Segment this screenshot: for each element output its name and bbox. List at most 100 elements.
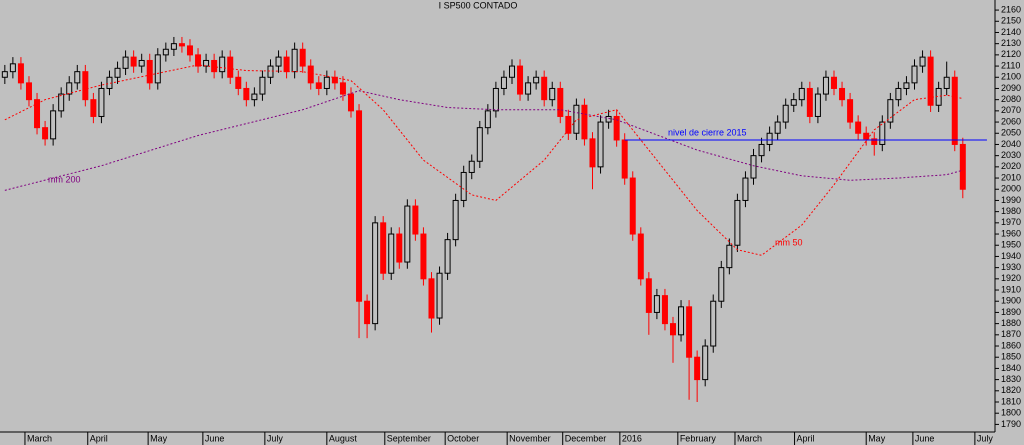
x-tick-label: February: [680, 433, 717, 443]
candle-body: [211, 59, 218, 73]
candle-body: [581, 104, 588, 140]
x-tick-label: April: [90, 433, 108, 443]
candle-body: [66, 82, 73, 95]
candle-body: [74, 71, 81, 84]
candle-body: [25, 82, 32, 101]
x-tick-label: June: [205, 433, 225, 443]
candle-body: [726, 244, 733, 269]
candle-body: [678, 306, 685, 336]
candle-body: [589, 138, 596, 168]
y-tick-label: 1830: [1001, 374, 1021, 384]
candle-body: [500, 76, 507, 89]
y-tick-label: 1900: [1001, 296, 1021, 306]
candle-body: [404, 205, 411, 263]
candle-body: [782, 104, 789, 123]
candle-body: [58, 93, 65, 112]
x-tick-label: December: [565, 433, 607, 443]
x-tick-label: June: [915, 433, 935, 443]
y-tick-label: 1940: [1001, 251, 1021, 261]
candle-body: [750, 155, 757, 179]
candle-body: [597, 121, 604, 168]
candle-body: [839, 87, 846, 101]
y-tick-label: 1800: [1001, 408, 1021, 418]
candle-body: [235, 76, 242, 89]
candle-body: [275, 56, 282, 67]
candle-body: [911, 65, 918, 84]
y-tick-label: 1790: [1001, 419, 1021, 429]
candle-body: [219, 56, 226, 73]
candle-body: [114, 67, 121, 78]
candle-body: [186, 45, 193, 56]
x-tick-label: March: [27, 433, 52, 443]
candle-body: [605, 115, 612, 123]
candle-body: [517, 65, 524, 95]
y-tick-label: 2070: [1001, 105, 1021, 115]
candle-body: [476, 127, 483, 162]
candle-body: [718, 267, 725, 302]
candle-body: [927, 56, 934, 106]
candle-body: [645, 278, 652, 313]
y-tick-label: 1880: [1001, 318, 1021, 328]
candle-body: [621, 139, 628, 179]
moving-average: [4, 64, 963, 256]
y-tick-label: 2120: [1001, 49, 1021, 59]
y-tick-label: 2130: [1001, 38, 1021, 48]
candle-body: [162, 48, 169, 56]
candle-body: [106, 76, 113, 89]
candle-body: [444, 239, 451, 274]
moving-average: [4, 90, 963, 191]
y-tick-label: 2080: [1001, 94, 1021, 104]
candle-body: [138, 59, 145, 67]
candle-body: [742, 177, 749, 201]
candle-body: [492, 87, 499, 112]
candle-body: [943, 76, 950, 89]
x-tick-label: March: [737, 433, 762, 443]
candle-body: [686, 306, 693, 358]
candle-body: [34, 99, 41, 129]
candle-body: [903, 82, 910, 89]
x-tick-label: July: [977, 433, 994, 443]
candle-body: [525, 82, 532, 95]
candle-body: [734, 199, 741, 246]
y-tick-label: 1860: [1001, 340, 1021, 350]
candle-body: [130, 56, 137, 67]
y-tick-label: 1970: [1001, 217, 1021, 227]
candle-body: [661, 295, 668, 325]
candle-body: [814, 93, 821, 117]
candle-body: [42, 127, 49, 140]
candle-body: [798, 87, 805, 101]
reference-label: nivel de cierre 2015: [668, 127, 747, 137]
y-tick-label: 1960: [1001, 228, 1021, 238]
candle-body: [347, 93, 354, 112]
y-tick-label: 1980: [1001, 206, 1021, 216]
candle-body: [82, 71, 89, 101]
candle-body: [549, 87, 556, 101]
y-tick-label: 1820: [1001, 385, 1021, 395]
candle-body: [420, 233, 427, 280]
candle-body: [758, 143, 765, 157]
x-tick-label: September: [387, 433, 431, 443]
candle-body: [227, 56, 234, 78]
series-label: mm 50: [775, 237, 803, 247]
candle-body: [146, 59, 153, 84]
candle-body: [895, 87, 902, 101]
y-tick-label: 2090: [1001, 83, 1021, 93]
y-tick-label: 2010: [1001, 172, 1021, 182]
candle-body: [541, 76, 548, 101]
candle-body: [452, 199, 459, 241]
y-tick-label: 2140: [1001, 27, 1021, 37]
y-tick-label: 1850: [1001, 352, 1021, 362]
y-tick-label: 1840: [1001, 363, 1021, 373]
candle-body: [830, 76, 837, 89]
candle-body: [98, 87, 105, 117]
candle-body: [283, 56, 290, 73]
candle-body: [178, 43, 185, 47]
x-tick-label: 2016: [622, 433, 642, 443]
y-tick-label: 2050: [1001, 128, 1021, 138]
y-tick-label: 1810: [1001, 396, 1021, 406]
candle-body: [871, 138, 878, 145]
candle-body: [267, 65, 274, 78]
candle-body: [251, 93, 258, 101]
candle-body: [879, 121, 886, 145]
